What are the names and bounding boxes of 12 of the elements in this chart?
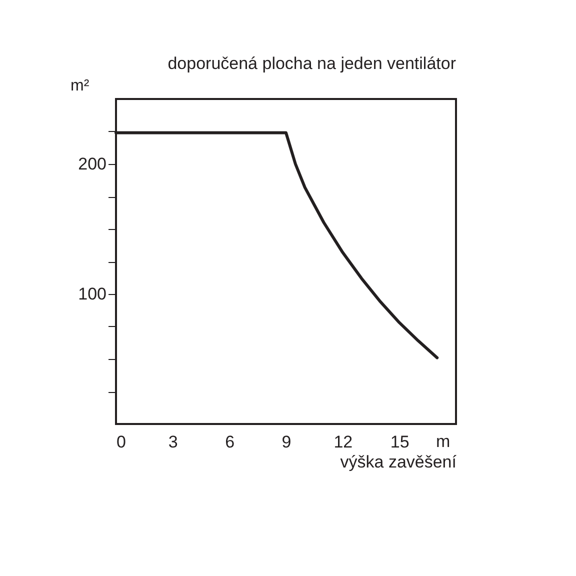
y-tick-label: 100 bbox=[78, 284, 106, 304]
y-axis-title: m² bbox=[70, 78, 90, 94]
y-tick-label: 200 bbox=[78, 154, 106, 174]
x-axis-title: výška zavěšení bbox=[340, 452, 457, 472]
x-tick-label: 12 bbox=[334, 432, 353, 452]
x-tick-label: 15 bbox=[390, 432, 410, 452]
chart-title: doporučená plocha na jeden ventilátor bbox=[168, 54, 456, 73]
text: m bbox=[436, 432, 450, 451]
x-tick-label: 0 bbox=[116, 432, 126, 452]
x-tick-label: 9 bbox=[282, 432, 292, 452]
x-tick-label: 3 bbox=[168, 432, 178, 452]
x-tick-label: 6 bbox=[225, 432, 235, 452]
